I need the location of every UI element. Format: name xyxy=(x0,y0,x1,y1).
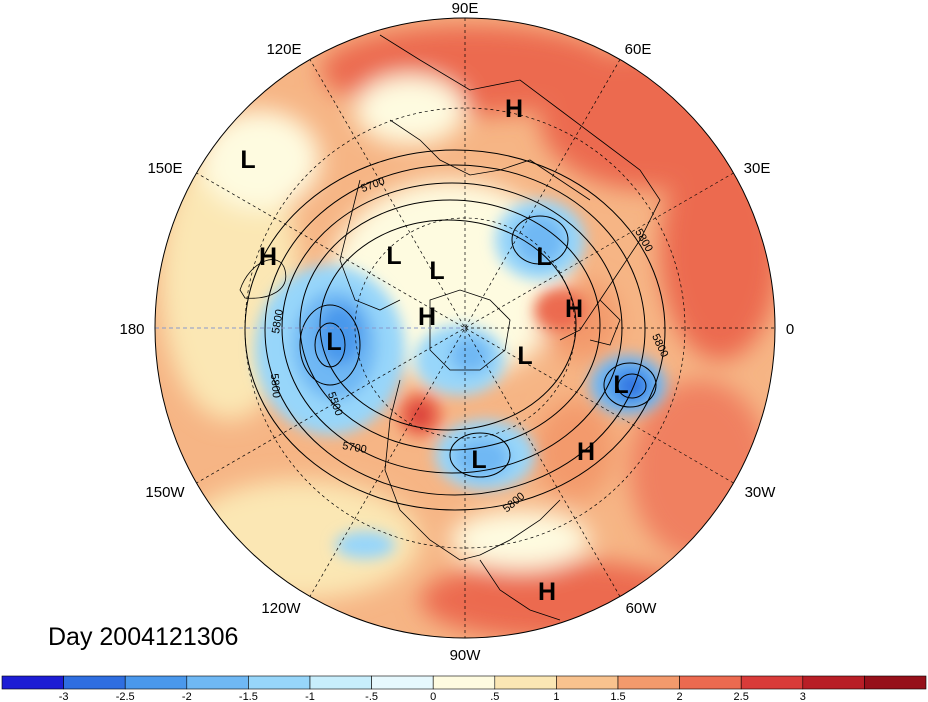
low-center-aleutian: L xyxy=(326,328,341,356)
colorbar-tick-label: 0 xyxy=(430,691,436,702)
colorbar-swatch xyxy=(248,675,311,690)
colorbar-swatch xyxy=(124,675,188,690)
colorbar-tick-label: -2 xyxy=(182,691,192,702)
high-center-siberia: H xyxy=(505,95,523,123)
longitude-labels: 90E 60E 120E 30E 150E 180 0 150W 30W 120W 60W 90W xyxy=(119,0,794,664)
colorbar-swatch xyxy=(432,675,496,690)
high-center-caribbean: H xyxy=(538,578,556,606)
day-title: Day 2004121306 xyxy=(48,623,238,651)
colorbar-tick-label: -3 xyxy=(59,691,69,702)
colorbar-swatch xyxy=(556,675,619,690)
lon-label-120w: 120W xyxy=(261,600,301,617)
colorbar-swatch xyxy=(679,675,742,690)
colorbar-tick-label: 2 xyxy=(677,691,683,702)
lon-label-30w: 30W xyxy=(745,484,777,501)
lon-label-60e: 60E xyxy=(625,41,652,58)
colorbar-swatch xyxy=(1,675,64,690)
colorbar-swatch xyxy=(617,675,680,690)
graticule xyxy=(196,18,775,638)
colorbar-tick-label: -1 xyxy=(305,691,315,702)
colorbar-swatch xyxy=(802,675,865,690)
contour-label-5800: 5800 xyxy=(270,308,286,334)
colorbar-swatch xyxy=(309,675,372,690)
colorbar-tick-label: -2.5 xyxy=(116,691,135,702)
low-center-arctic-russia: L xyxy=(536,243,551,271)
lon-label-0: 0 xyxy=(786,321,794,338)
low-center-north-asia: L xyxy=(429,257,444,285)
colorbar-swatch xyxy=(494,675,557,690)
colorbar-swatch xyxy=(186,675,249,690)
lon-label-60w: 60W xyxy=(626,600,658,617)
colorbar-tick-label: .5 xyxy=(490,691,499,702)
low-center-n-atlantic: L xyxy=(613,371,628,399)
lon-label-120e: 120E xyxy=(266,41,301,58)
colorbar-tick-label: 3 xyxy=(800,691,806,702)
contour-label-5700: 5700 xyxy=(341,440,367,456)
high-center-azores: H xyxy=(577,438,595,466)
colorbar-swatch xyxy=(864,675,927,690)
lon-label-30e: 30E xyxy=(744,160,771,177)
coastlines xyxy=(239,34,661,621)
high-center-polar: H xyxy=(418,303,436,331)
low-center-greenland: L xyxy=(517,342,532,370)
low-center-great-lakes: L xyxy=(471,446,486,474)
colorbar-swatch xyxy=(740,675,804,690)
colorbar-tick-label: 1 xyxy=(553,691,559,702)
low-center-east-siberia: L xyxy=(386,242,401,270)
colorbar-swatch xyxy=(371,675,434,690)
lon-label-150e: 150E xyxy=(147,160,182,177)
globe-boundary xyxy=(154,17,776,639)
lon-label-90w: 90W xyxy=(450,647,482,664)
colorbar-tick-label: 2.5 xyxy=(734,691,749,702)
colorbar: -3 -2.5 -2 -1.5 -1 -.5 0 .5 1 1.5 2 2.5 3 xyxy=(1,675,927,702)
low-center-w-pacific: L xyxy=(240,146,255,174)
lon-label-180: 180 xyxy=(119,321,144,338)
lon-label-90e: 90E xyxy=(452,0,479,17)
lon-label-150w: 150W xyxy=(145,484,185,501)
high-center-europe: H xyxy=(565,295,583,323)
contour-label-5800: 5800 xyxy=(268,373,282,398)
colorbar-tick-label: -.5 xyxy=(365,691,378,702)
colorbar-tick-label: 1.5 xyxy=(610,691,625,702)
anomaly-shading xyxy=(155,18,775,638)
colorbar-swatch xyxy=(63,675,126,690)
colorbar-tick-label: -1.5 xyxy=(239,691,258,702)
high-center-dateline: H xyxy=(259,243,277,271)
